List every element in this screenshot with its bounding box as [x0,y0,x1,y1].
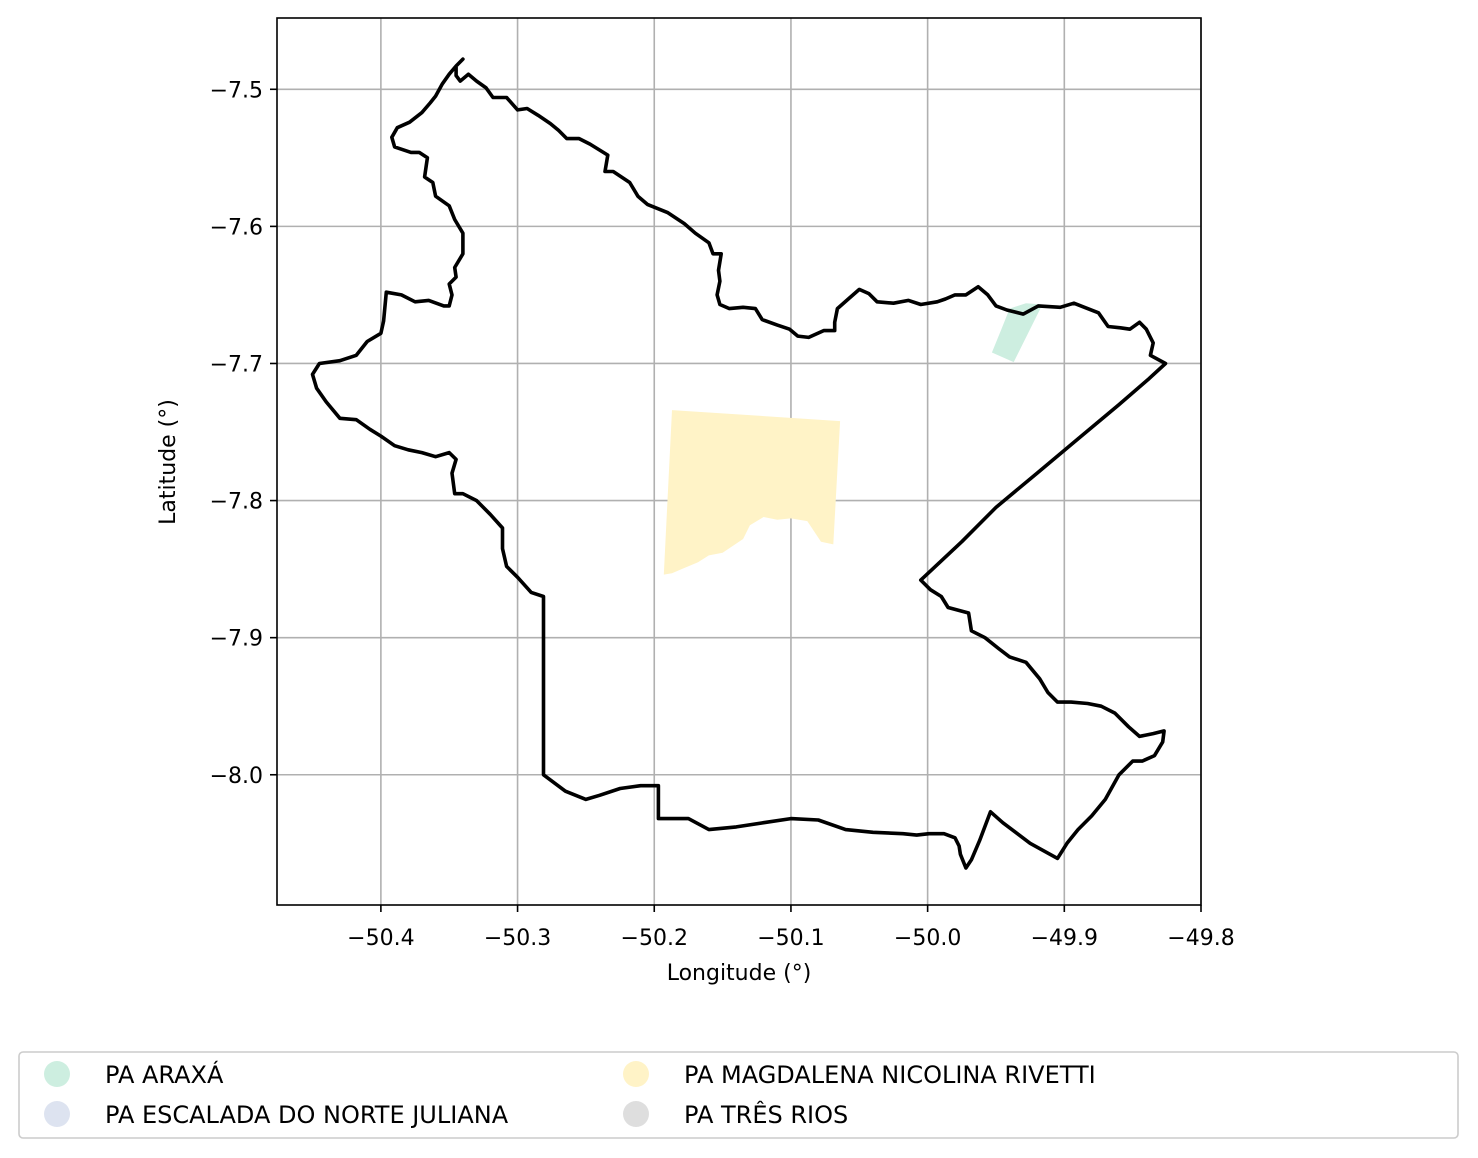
x-tick-label: −50.4 [347,926,414,951]
y-tick-label: −7.6 [210,215,263,240]
legend-marker [623,1101,649,1127]
y-tick-label: −7.7 [210,352,263,377]
y-tick-label: −7.9 [210,627,263,652]
grid-lines [277,18,1202,905]
x-tick-label: −50.0 [894,926,961,951]
region-polygon [991,303,1043,363]
legend-frame [18,1051,1459,1139]
settlement-regions [663,303,1043,575]
legend-marker [44,1061,70,1087]
legend-marker [623,1061,649,1087]
legend-label: PA MAGDALENA NICOLINA RIVETTI [684,1061,1096,1089]
x-tick-label: −50.1 [757,926,824,951]
y-axis-ticks: −7.5 −7.6 −7.7 −7.8 −7.9 −8.0 [210,78,277,789]
municipality-boundary [310,57,1168,870]
y-tick-label: −7.5 [210,78,263,103]
x-axis-label: Longitude (°) [667,961,812,986]
plot-frame [276,17,1202,906]
x-axis-ticks: −50.4 −50.3 −50.2 −50.1 −50.0 −49.9 −49.8 [347,905,1235,951]
y-axis-label: Latitude (°) [156,399,181,525]
y-tick-label: −8.0 [210,764,263,789]
legend-label: PA ESCALADA DO NORTE JULIANA [105,1101,509,1129]
boundary-outline [310,57,1168,870]
legend-label: PA TRÊS RIOS [684,1100,848,1129]
x-tick-label: −49.9 [1031,926,1098,951]
region-polygon [663,410,841,575]
legend: PA ARAXÁ PA ESCALADA DO NORTE JULIANA PA M… [18,1051,1459,1139]
x-tick-label: −49.8 [1167,926,1234,951]
x-tick-label: −50.2 [621,926,688,951]
legend-label: PA ARAXÁ [105,1060,224,1089]
legend-marker [44,1101,70,1127]
x-tick-label: −50.3 [484,926,551,951]
y-tick-label: −7.8 [210,490,263,515]
